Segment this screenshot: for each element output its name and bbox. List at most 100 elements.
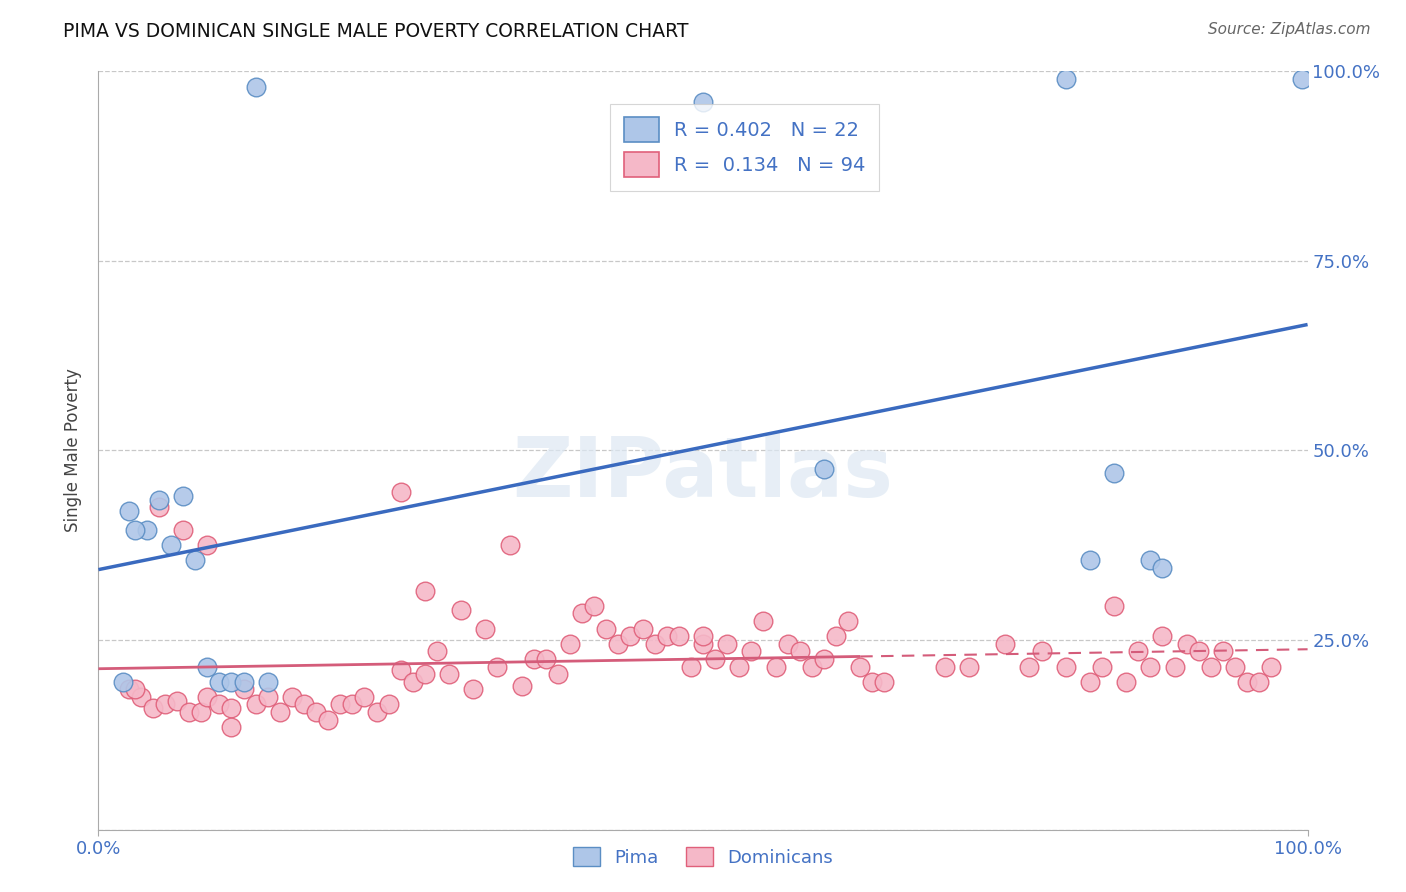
Point [426,644,449,658]
Point [607,637,630,651]
Point [692,637,714,651]
Point [153,698,176,712]
Point [1163,659,1185,673]
Point [463,682,485,697]
Point [558,637,581,651]
Point [1128,644,1150,658]
Point [245,79,267,94]
Point [195,538,218,552]
Point [692,629,714,643]
Point [1139,659,1161,673]
Point [118,682,141,697]
Point [619,629,641,643]
Point [860,674,883,689]
Point [1249,674,1271,689]
Point [1031,644,1053,658]
Point [1102,599,1125,613]
Point [1102,467,1125,481]
Point [1054,72,1077,87]
Point [269,705,291,719]
Legend: Pima, Dominicans: Pima, Dominicans [565,840,841,874]
Point [704,652,727,666]
Point [1115,674,1137,689]
Point [190,705,212,719]
Point [994,637,1017,651]
Point [148,492,170,507]
Point [142,701,165,715]
Point [111,674,134,689]
Point [523,652,546,666]
Point [679,659,702,673]
Point [195,690,218,704]
Point [825,629,848,643]
Point [166,694,188,708]
Point [353,690,375,704]
Point [1291,72,1313,87]
Point [389,664,412,678]
Point [124,682,146,697]
Point [668,629,690,643]
Point [776,637,799,651]
Point [1078,553,1101,567]
Text: ZIPatlas: ZIPatlas [513,433,893,514]
Point [195,659,218,673]
Point [184,553,207,567]
Point [1152,629,1174,643]
Point [1212,644,1234,658]
Point [208,698,231,712]
Point [800,659,823,673]
Point [232,674,254,689]
Point [256,674,278,689]
Point [740,644,762,658]
Point [1223,659,1246,673]
Point [329,698,352,712]
Point [135,523,157,537]
Point [148,500,170,515]
Point [631,622,654,636]
Point [245,698,267,712]
Point [1078,674,1101,689]
Y-axis label: Single Male Poverty: Single Male Poverty [65,368,83,533]
Point [873,674,896,689]
Point [728,659,751,673]
Point [1091,659,1114,673]
Point [957,659,980,673]
Point [571,607,593,621]
Point [486,659,509,673]
Point [221,720,243,734]
Point [450,603,472,617]
Point [813,462,835,476]
Point [1152,561,1174,575]
Point [402,674,425,689]
Point [124,523,146,537]
Point [172,489,194,503]
Point [281,690,304,704]
Point [934,659,956,673]
Point [160,538,183,552]
Point [692,95,714,109]
Point [716,637,738,651]
Point [413,667,436,681]
Point [256,690,278,704]
Point [595,622,617,636]
Point [305,705,328,719]
Point [129,690,152,704]
Point [413,583,436,598]
Point [1018,659,1040,673]
Point [655,629,678,643]
Point [534,652,557,666]
Point [316,713,339,727]
Point [221,701,243,715]
Point [232,682,254,697]
Point [583,599,606,613]
Point [437,667,460,681]
Point [510,678,533,692]
Point [179,705,201,719]
Point [118,504,141,518]
Point [474,622,496,636]
Point [342,698,364,712]
Point [377,698,399,712]
Point [389,485,412,500]
Point [837,614,859,628]
Point [221,674,243,689]
